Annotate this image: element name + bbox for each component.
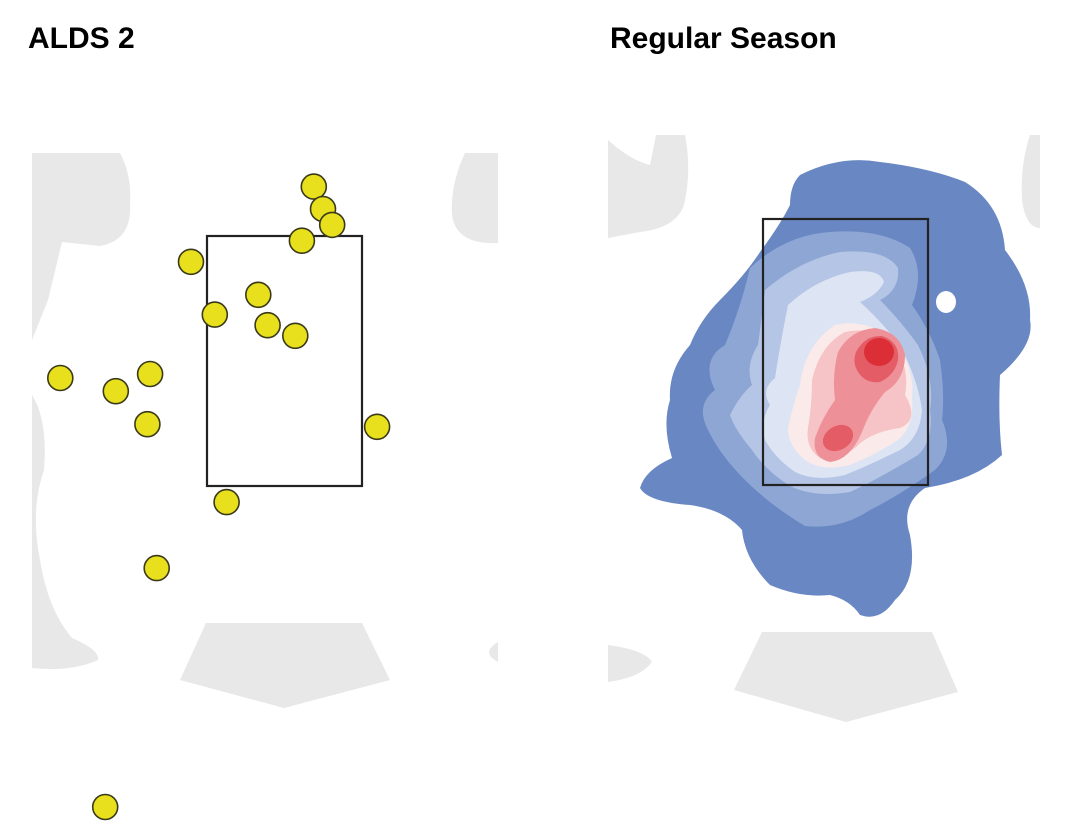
right-background xyxy=(608,135,1040,722)
pitch-marker-4 xyxy=(288,227,316,254)
pitch-marker-10 xyxy=(46,364,74,392)
batter-silhouette-left-lower xyxy=(32,395,99,669)
density-band-8b xyxy=(822,424,854,452)
batter-silhouette-left xyxy=(32,153,131,340)
pitch-marker-15 xyxy=(213,488,240,516)
pitch-marker-17 xyxy=(91,793,119,821)
pitch-marker-3 xyxy=(318,211,346,239)
chart-title-alds-2: ALDS 2 xyxy=(28,22,135,55)
chart-title-regular-season: Regular Season xyxy=(610,22,837,55)
pitch-marker-8 xyxy=(254,311,281,339)
strike-zone-left xyxy=(205,234,364,488)
density-gap xyxy=(936,291,956,313)
pitch-marker-7 xyxy=(201,301,229,328)
density-peak xyxy=(864,338,894,366)
batter-silhouette-left xyxy=(608,135,689,238)
pitch-marker-13 xyxy=(134,410,161,438)
pitch-marker-16 xyxy=(143,554,170,582)
strike-zone-right xyxy=(761,217,930,487)
pitch-marker-14 xyxy=(363,413,391,441)
pitch-marker-9 xyxy=(281,322,309,350)
batter-silhouette-left-lower xyxy=(608,645,652,682)
pitch-marker-6 xyxy=(244,281,272,309)
pitch-marker-12 xyxy=(102,377,130,405)
batter-silhouette-right xyxy=(1021,135,1040,228)
home-plate-left xyxy=(180,623,390,708)
pitch-marker-5 xyxy=(177,248,205,276)
home-plate-right xyxy=(734,632,958,722)
left-background xyxy=(32,153,498,708)
pitch-marker-1 xyxy=(300,173,328,200)
pitch-markers xyxy=(46,173,391,821)
batter-silhouette-right-lower xyxy=(489,642,498,662)
batter-silhouette-right xyxy=(451,153,498,244)
pitch-marker-11 xyxy=(136,360,164,388)
